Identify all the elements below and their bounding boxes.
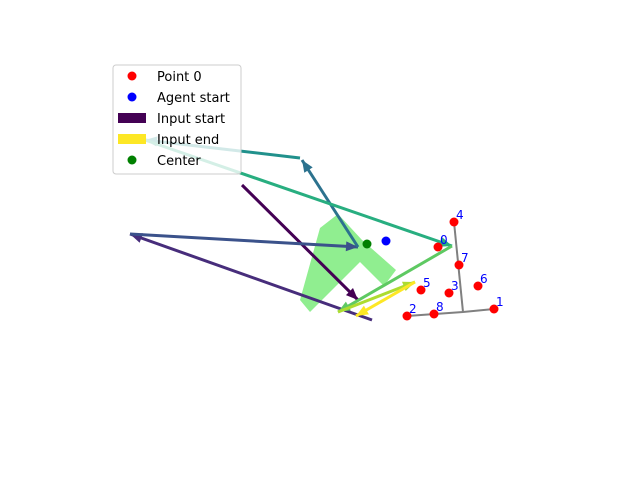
point-label-3: 3 [451,279,459,293]
point-7 [454,260,464,270]
point-6 [473,281,483,291]
point-8 [429,309,439,319]
point-label-5: 5 [423,276,431,290]
legend-box [112,64,242,175]
point-1 [489,304,499,314]
point-4 [449,217,459,227]
point-label-1: 1 [496,295,504,309]
legend-label-2: Input start [157,112,225,127]
input-arrowhead-0 [345,288,358,300]
legend-marker-3 [118,134,146,144]
shape-region [300,214,396,312]
point-2 [402,311,412,321]
input-arrowhead-3 [302,160,313,173]
skeleton-line-0 [406,308,495,317]
input-segment-6 [337,244,453,314]
agent-start-point [381,236,391,246]
input-segment-1 [129,232,373,322]
input-arrowhead-2 [345,241,358,252]
input-segment-2 [129,232,359,249]
point-label-6: 6 [480,272,488,286]
legend-label-4: Center [157,154,201,169]
point-label-2: 2 [409,302,417,316]
legend-label-1: Agent start [157,91,230,106]
input-segment-7 [337,280,416,314]
point-5 [416,285,426,295]
legend-marker-0 [127,71,137,81]
point-label-7: 7 [461,251,469,265]
input-arrowhead-5 [439,237,452,247]
legend-marker-4 [127,155,137,165]
center-point [362,239,372,249]
legend-marker-2 [118,113,146,123]
point-label-4: 4 [456,208,464,222]
input-arrowhead-8 [356,305,369,316]
point-label-0: 0 [440,233,448,247]
point-0 [433,242,443,252]
legend-marker-1 [127,92,137,102]
point-label-8: 8 [436,300,444,314]
point-3 [444,288,454,298]
legend-label-0: Point 0 [157,70,202,85]
legend-label-3: Input end [157,133,219,148]
